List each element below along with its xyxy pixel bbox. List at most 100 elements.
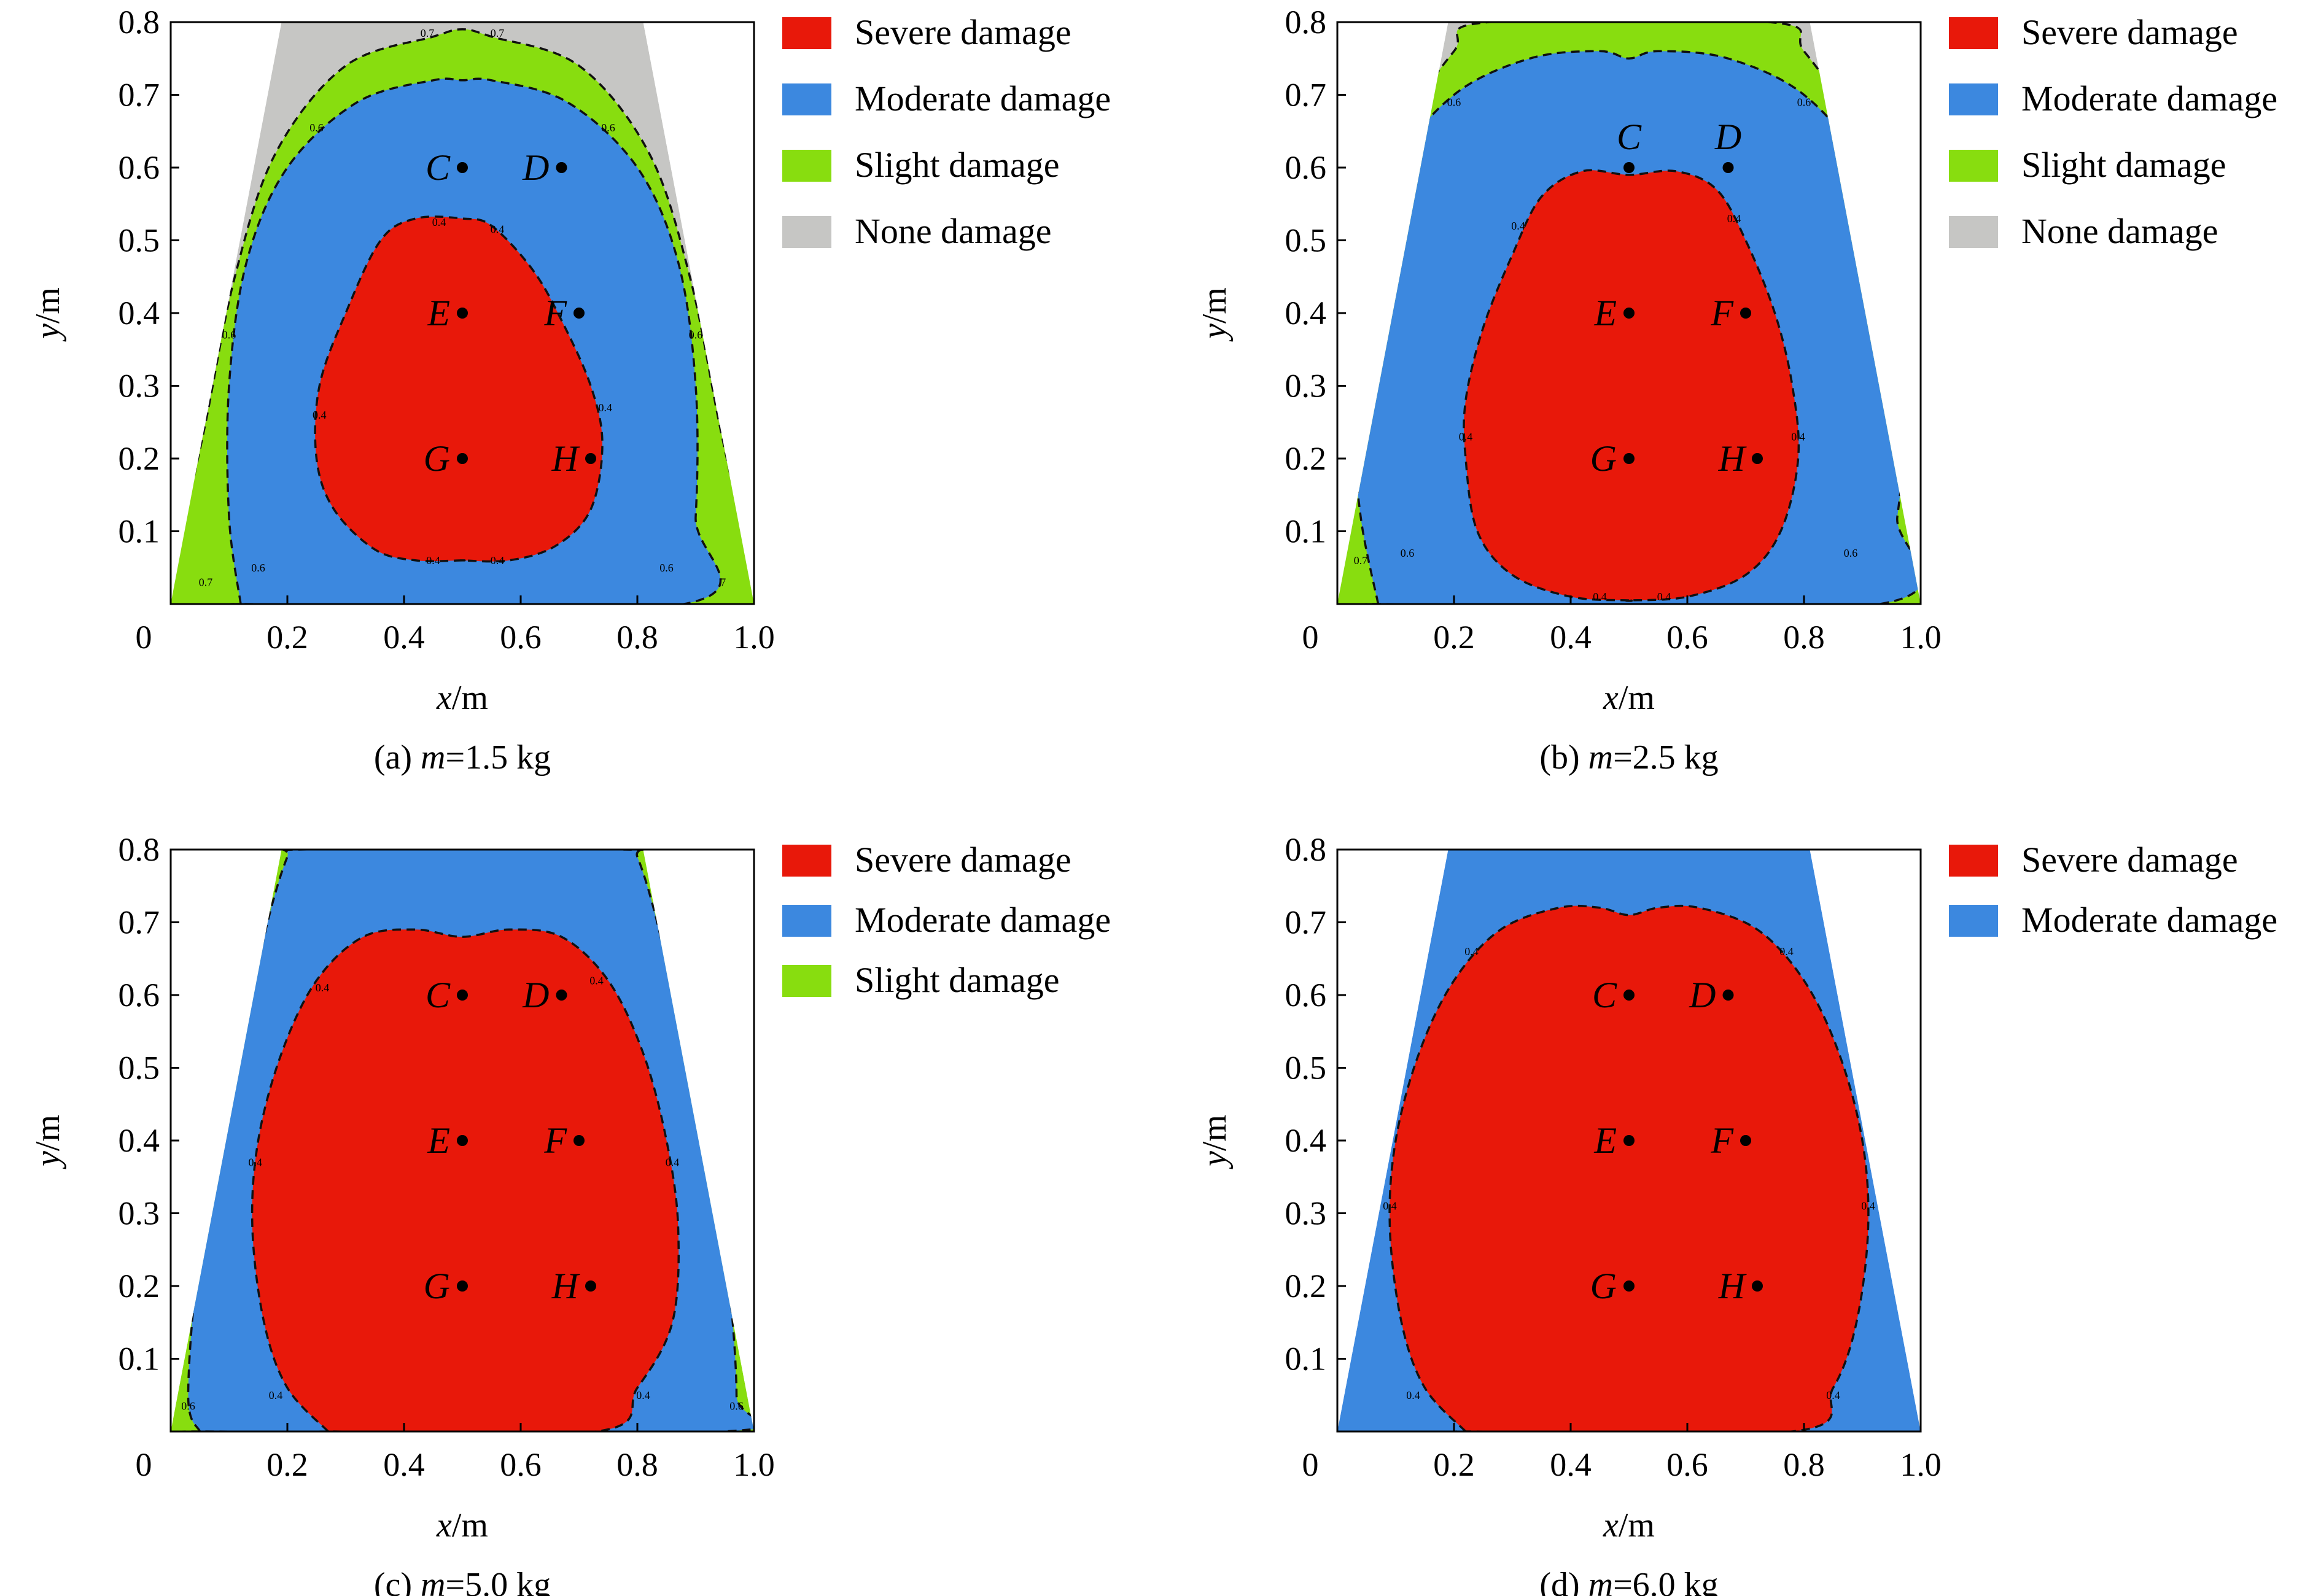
- point-label: D: [522, 147, 549, 188]
- x-tick-label: 0.6: [500, 1446, 542, 1483]
- contour-level-label: 0.6: [222, 329, 236, 341]
- point-label: H: [1718, 438, 1748, 479]
- x-axis-variable: x: [1603, 679, 1619, 717]
- x-tick-label: 0.8: [616, 619, 658, 656]
- x-tick-label: 0.8: [616, 1446, 658, 1483]
- measurement-point-e: [1623, 1135, 1635, 1146]
- x-axis-label: x/m: [436, 1506, 488, 1544]
- legend: Severe damage Moderate damage Slight damag…: [782, 840, 1111, 1000]
- measurement-point-f: [1740, 1135, 1751, 1146]
- contour-level-label: 0.6: [309, 122, 324, 134]
- x-axis-unit: /m: [452, 1506, 488, 1544]
- contour-level-label: 0.4: [249, 1156, 263, 1169]
- measurement-point-d: [556, 990, 567, 1001]
- contour-level-label: 0.4: [1727, 212, 1741, 225]
- contour-level-label: 0.6: [1401, 547, 1415, 559]
- contour-level-label: 0.4: [636, 1389, 650, 1401]
- x-tick-label: 0: [136, 1446, 152, 1483]
- severe-damage-region: [314, 215, 604, 563]
- caption-variable: m: [1588, 738, 1613, 777]
- x-tick-label: 0.4: [383, 1446, 425, 1483]
- y-tick-label: 0.4: [1285, 1122, 1327, 1159]
- x-axis-unit: /m: [1619, 1506, 1655, 1544]
- y-tick-label: 0.1: [1285, 1341, 1327, 1377]
- measurement-point-f: [573, 308, 585, 319]
- y-tick-label: 0.2: [119, 1268, 160, 1304]
- contour-level-label: 0.4: [313, 409, 327, 421]
- x-tick-label: 0.6: [1666, 619, 1708, 656]
- x-tick-label: 0: [1302, 1446, 1319, 1483]
- x-tick-label: 0.2: [266, 1446, 308, 1483]
- legend: Severe damage Moderate damage: [1949, 840, 2277, 940]
- legend-swatch-moderate: [1949, 905, 1998, 937]
- caption-variable: m: [1588, 1566, 1613, 1596]
- x-axis-label: x/m: [436, 679, 488, 717]
- panel-caption: (c) m=5.0 kg: [374, 1566, 551, 1596]
- contour-level-label: 0.4: [666, 1156, 680, 1169]
- panel-b: 0.7 0.7 0.6 0.6 0.6 0.6 0.4 0.4 0.4 0.4 0.4 0.4 0 0.2…: [1195, 4, 2277, 777]
- severe-damage-region: [251, 928, 680, 1431]
- x-tick-label: 0: [136, 619, 152, 656]
- measurement-point-h: [585, 453, 596, 464]
- y-tick-label: 0.6: [1285, 977, 1327, 1013]
- measurement-point-h: [1752, 1280, 1763, 1292]
- contour-level-label: 0.4: [1657, 591, 1671, 603]
- contour-level-label: 0.4: [1861, 1200, 1875, 1212]
- legend-label: Slight damage: [855, 145, 1059, 185]
- legend-swatch-slight: [782, 150, 831, 182]
- y-tick-label: 0.4: [119, 295, 160, 331]
- measurement-point-g: [1623, 453, 1635, 464]
- legend-swatch-severe: [1949, 17, 1998, 49]
- legend-swatch-none: [782, 216, 831, 248]
- caption-variable: m: [421, 738, 445, 777]
- measurement-point-e: [457, 308, 468, 319]
- caption-value: =1.5 kg: [446, 738, 551, 777]
- y-axis-label: y/m: [29, 1115, 67, 1169]
- y-axis-label: y/m: [29, 287, 67, 342]
- contour-level-label: 0.4: [1464, 945, 1479, 958]
- legend-swatch-moderate: [782, 83, 831, 115]
- measurement-point-c: [1623, 990, 1635, 1001]
- point-label: D: [1714, 117, 1741, 157]
- x-tick-label: 1.0: [1900, 619, 1942, 656]
- point-label: C: [1592, 975, 1617, 1015]
- x-tick-label: 0.6: [1666, 1446, 1708, 1483]
- caption-prefix: (d): [1539, 1566, 1588, 1596]
- contour-level-label: 0.6: [689, 329, 703, 341]
- y-tick-label: 0.2: [1285, 1268, 1327, 1304]
- legend-label: None damage: [855, 211, 1051, 251]
- measurement-point-e: [457, 1135, 468, 1146]
- contour-level-label: 0.7: [199, 576, 213, 588]
- measurement-point-d: [1722, 990, 1734, 1001]
- x-tick-label: 0.4: [1550, 619, 1592, 656]
- y-axis-label: y/m: [1195, 287, 1234, 342]
- contour-level-label: 0.7: [491, 27, 505, 39]
- point-label: G: [424, 1266, 450, 1306]
- point-label: D: [522, 975, 549, 1015]
- y-tick-label: 0.3: [119, 1195, 160, 1232]
- y-tick-label: 0.8: [119, 831, 160, 868]
- legend-swatch-severe: [782, 17, 831, 49]
- y-axis-variable: y: [1195, 323, 1234, 342]
- measurement-point-f: [573, 1135, 585, 1146]
- legend-swatch-severe: [782, 845, 831, 877]
- legend-label: Severe damage: [2021, 840, 2238, 880]
- point-label: G: [1590, 1266, 1617, 1306]
- caption-value: =5.0 kg: [446, 1566, 551, 1596]
- point-label: E: [427, 293, 450, 333]
- y-tick-label: 0.8: [1285, 831, 1327, 868]
- y-axis-variable: y: [29, 323, 67, 342]
- contour-level-label: 0.6: [1844, 547, 1858, 559]
- point-label: F: [1710, 1120, 1734, 1161]
- y-tick-label: 0.4: [119, 1122, 160, 1159]
- y-axis-unit: /m: [29, 1115, 67, 1151]
- legend-swatch-slight: [1949, 150, 1998, 182]
- measurement-point-g: [457, 1280, 468, 1292]
- y-axis-variable: y: [29, 1151, 67, 1169]
- x-axis-variable: x: [436, 679, 452, 717]
- contour-level-label: 0.4: [1826, 1389, 1840, 1401]
- measurement-point-d: [556, 162, 567, 173]
- x-axis-variable: x: [1603, 1506, 1619, 1544]
- contour-level-label: 0.4: [1593, 591, 1607, 603]
- y-tick-label: 0.1: [1285, 513, 1327, 550]
